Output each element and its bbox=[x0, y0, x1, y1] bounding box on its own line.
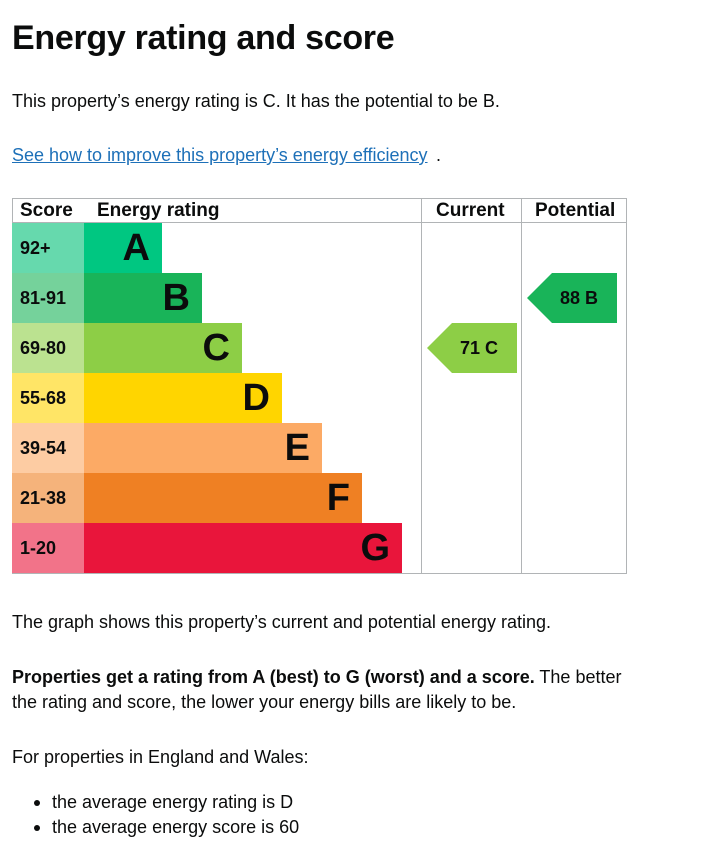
rating-letter-b: B bbox=[162, 277, 190, 319]
rating-band-c: 69-80 C bbox=[12, 323, 422, 373]
average-rating-text: the average energy rating is D bbox=[52, 792, 294, 812]
column-divider-potential bbox=[521, 198, 522, 574]
header-divider bbox=[12, 222, 627, 223]
rating-explanation-bold: Properties get a rating from A (best) to… bbox=[12, 667, 535, 687]
bullet-icon bbox=[34, 800, 40, 806]
rating-band-d: 55-68 D bbox=[12, 373, 422, 423]
graph-note: The graph shows this property’s current … bbox=[12, 612, 551, 632]
rating-explanation-rest: The better bbox=[534, 667, 622, 687]
potential-rating-arrow: 88 B bbox=[527, 273, 617, 323]
rating-bar-g: G bbox=[84, 523, 402, 573]
rating-explanation-line2: the rating and score, the lower your ene… bbox=[12, 692, 517, 712]
rating-band-g: 1-20 G bbox=[12, 523, 422, 573]
bullet-icon bbox=[34, 825, 40, 831]
averages-list: the average energy rating is D the avera… bbox=[12, 790, 299, 840]
rating-letter-e: E bbox=[284, 427, 310, 469]
list-item: the average energy score is 60 bbox=[12, 815, 299, 840]
rating-explanation: Properties get a rating from A (best) to… bbox=[12, 665, 632, 715]
rating-letter-d: D bbox=[242, 377, 270, 419]
rating-band-f: 21-38 F bbox=[12, 473, 422, 523]
score-range-f: 21-38 bbox=[12, 473, 84, 523]
score-range-c: 69-80 bbox=[12, 323, 84, 373]
score-range-b: 81-91 bbox=[12, 273, 84, 323]
rating-letter-g: G bbox=[360, 527, 390, 569]
rating-letter-a: A bbox=[122, 227, 150, 269]
averages-heading: For properties in England and Wales: bbox=[12, 747, 309, 767]
potential-rating-label: 88 B bbox=[559, 288, 599, 308]
score-range-g: 1-20 bbox=[12, 523, 84, 573]
score-column-header: Score bbox=[20, 200, 73, 221]
rating-bar-f: F bbox=[84, 473, 362, 523]
improve-efficiency-link[interactable]: See how to improve this property’s energ… bbox=[12, 145, 428, 165]
rating-band-a: 92+ A bbox=[12, 223, 422, 273]
rating-bar-a: A bbox=[84, 223, 162, 273]
score-range-d: 55-68 bbox=[12, 373, 84, 423]
rating-intro: This property’s energy rating is C. It h… bbox=[12, 91, 500, 111]
rating-letter-c: C bbox=[202, 327, 230, 369]
link-suffix: . bbox=[436, 145, 442, 165]
rating-bar-e: E bbox=[84, 423, 322, 473]
column-divider-current bbox=[421, 198, 422, 574]
rating-bar-b: B bbox=[84, 273, 202, 323]
page-title: Energy rating and score bbox=[12, 19, 395, 57]
list-item: the average energy rating is D bbox=[12, 790, 299, 815]
average-score-text: the average energy score is 60 bbox=[52, 817, 300, 837]
rating-bar-c: C bbox=[84, 323, 242, 373]
rating-bar-d: D bbox=[84, 373, 282, 423]
rating-band-b: 81-91 B bbox=[12, 273, 422, 323]
current-arrow-shape bbox=[427, 323, 517, 373]
current-rating-label: 71 C bbox=[459, 338, 499, 358]
rating-band-e: 39-54 E bbox=[12, 423, 422, 473]
current-rating-arrow: 71 C bbox=[427, 323, 517, 373]
score-range-a: 92+ bbox=[12, 223, 84, 273]
energy-rating-chart: Score Energy rating Current Potential 92… bbox=[12, 198, 627, 574]
score-range-e: 39-54 bbox=[12, 423, 84, 473]
potential-column-header: Potential bbox=[535, 200, 616, 221]
potential-arrow-shape bbox=[527, 273, 617, 323]
rating-column-header: Energy rating bbox=[97, 200, 220, 221]
rating-letter-f: F bbox=[326, 477, 350, 519]
current-column-header: Current bbox=[436, 200, 505, 221]
